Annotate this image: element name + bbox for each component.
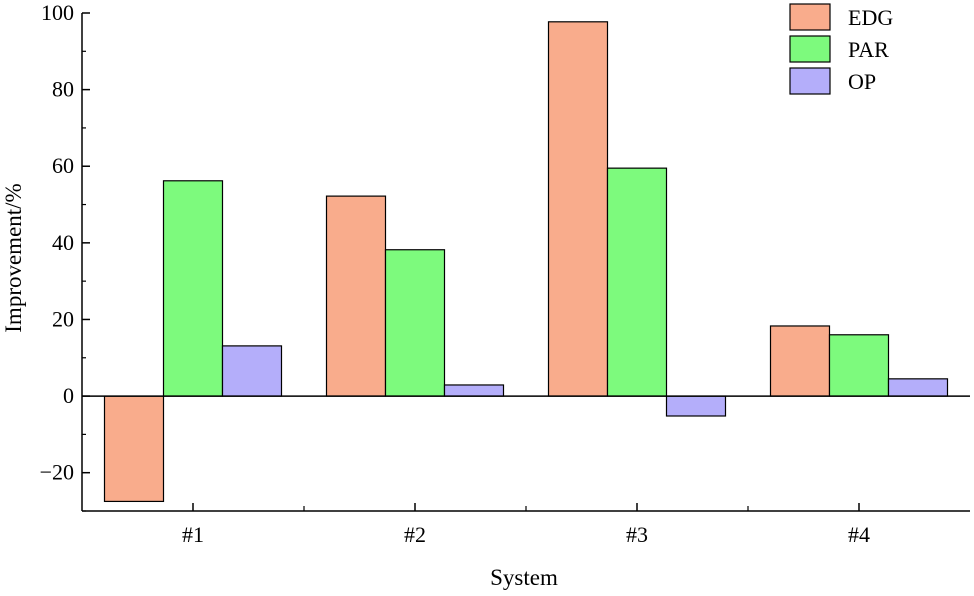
plot-area [82,21,970,503]
y-tick-label: −20 [40,460,74,485]
legend-swatch-edg [789,3,831,31]
bar-edg-2 [325,195,387,397]
bar-par-4 [828,334,890,397]
bar-op-4 [887,378,949,397]
y-axis-title: Improvement/% [1,183,26,332]
y-tick-label: 100 [41,0,74,25]
y-tick-label: 0 [63,383,74,408]
x-tick-label: #1 [182,522,204,547]
bar-op-3 [665,395,727,417]
bar-edg-1 [103,395,165,503]
y-tick-label: 60 [52,153,74,178]
bar-op-1 [221,345,283,397]
bar-edg-3 [547,21,609,397]
bar-par-2 [384,249,446,397]
bar-op-2 [443,384,505,397]
bar-par-3 [606,167,668,397]
x-axis-title: System [490,565,558,590]
legend-label-op: OP [848,69,876,94]
y-tick-label: 20 [52,306,74,331]
bar-edg-4 [769,325,831,397]
legend: EDG PAR OP [789,3,893,95]
legend-label-edg: EDG [848,5,893,30]
legend-swatch-par [789,35,831,63]
x-tick-label: #2 [404,522,426,547]
x-tick-label: #3 [626,522,648,547]
legend-label-par: PAR [848,37,889,62]
bar-par-1 [162,180,224,397]
y-tick-label: 80 [52,77,74,102]
legend-swatch-op [789,67,831,95]
y-axis: −20 0 20 40 60 80 100 [40,0,90,512]
x-tick-label: #4 [848,522,870,547]
y-tick-label: 40 [52,230,74,255]
x-axis: #1 #2 #3 #4 [82,503,970,547]
